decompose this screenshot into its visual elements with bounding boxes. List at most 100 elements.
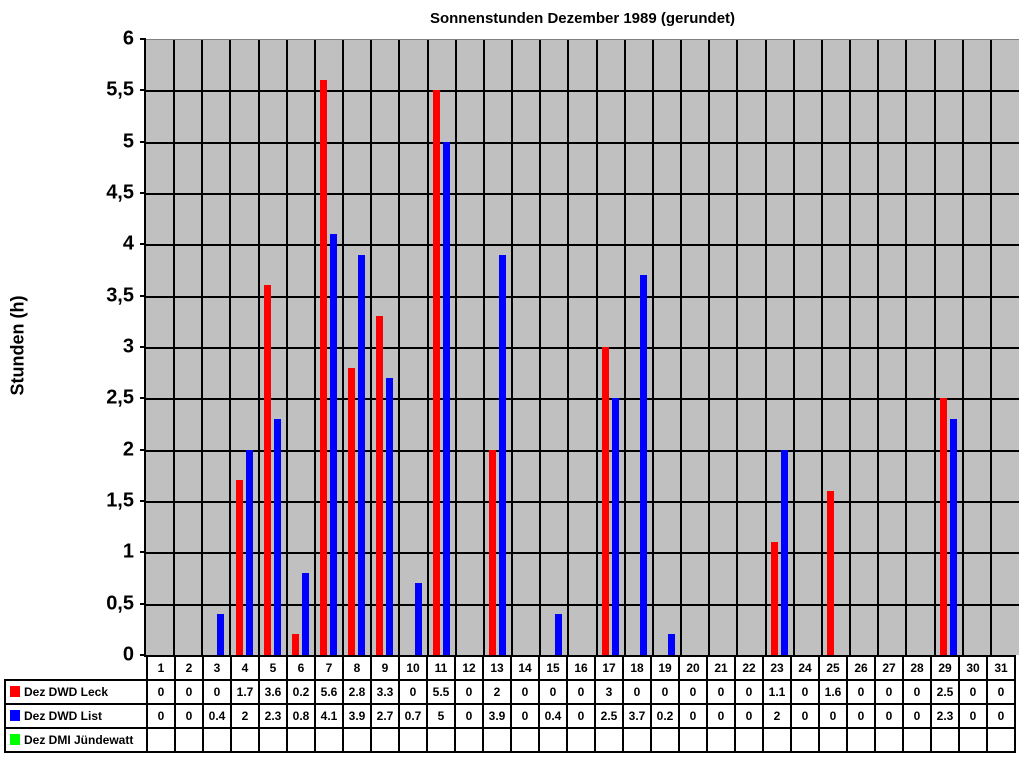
bar-list xyxy=(667,634,675,655)
bar-list xyxy=(358,254,366,655)
table-cell-leck: 5.6 xyxy=(314,679,344,705)
table-cell-leck: 1.6 xyxy=(818,679,848,705)
bar-leck xyxy=(432,90,440,655)
gridline-vertical xyxy=(736,40,739,655)
bar-leck xyxy=(348,367,356,655)
table-day-header: 2 xyxy=(174,655,204,681)
gridline-vertical xyxy=(933,40,936,655)
table-cell-list: 0 xyxy=(706,703,736,729)
table-cell-list: 3.9 xyxy=(342,703,372,729)
table-cell-list: 0 xyxy=(790,703,820,729)
table-cell-list: 0 xyxy=(510,703,540,729)
table-cell-leck: 0 xyxy=(566,679,596,705)
y-tick-mark xyxy=(140,500,146,502)
table-cell-list: 4.1 xyxy=(314,703,344,729)
legend-list: Dez DWD List xyxy=(4,703,148,729)
legend-leck: Dez DWD Leck xyxy=(4,679,148,705)
legend-juendewatt: Dez DMI Jündewatt xyxy=(4,727,148,753)
bar-list xyxy=(245,449,253,655)
bar-leck xyxy=(263,285,271,655)
table-cell-juendewatt xyxy=(706,727,736,753)
table-cell-list: 2 xyxy=(762,703,792,729)
legend-label-juendewatt: Dez DMI Jündewatt xyxy=(24,733,134,747)
y-tick-label: 2 xyxy=(122,438,134,461)
table-cell-leck: 0 xyxy=(398,679,428,705)
gridline-vertical xyxy=(454,40,457,655)
gridline-vertical xyxy=(877,40,880,655)
y-tick-label: 1,5 xyxy=(106,489,134,512)
bar-leck xyxy=(320,80,328,655)
table-day-header: 4 xyxy=(230,655,260,681)
table-cell-juendewatt xyxy=(342,727,372,753)
table-day-header: 11 xyxy=(426,655,456,681)
table-day-header: 26 xyxy=(846,655,876,681)
table-cell-leck: 0 xyxy=(846,679,876,705)
chart-title: Sonnenstunden Dezember 1989 (gerundet) xyxy=(429,10,736,27)
bar-leck xyxy=(489,449,497,655)
table-cell-leck: 0 xyxy=(650,679,680,705)
table-cell-juendewatt xyxy=(874,727,904,753)
bar-leck xyxy=(291,634,299,655)
bar-list xyxy=(555,613,563,655)
gridline-vertical xyxy=(820,40,823,655)
table-cell-juendewatt xyxy=(510,727,540,753)
legend-swatch-green-icon xyxy=(10,734,20,745)
y-tick-mark xyxy=(140,602,146,605)
table-row-juendewatt: Dez DMI Jündewatt xyxy=(4,727,1016,753)
gridline-horizontal xyxy=(146,398,1019,401)
table-cell-juendewatt xyxy=(566,727,596,753)
table-cell-juendewatt xyxy=(678,727,708,753)
table-cell-list: 0 xyxy=(566,703,596,729)
table-day-header: 17 xyxy=(594,655,624,681)
table-cell-juendewatt xyxy=(650,727,680,753)
gridline-horizontal xyxy=(146,295,1019,298)
bar-leck xyxy=(235,480,243,655)
legend-label-list: Dez DWD List xyxy=(24,709,102,723)
y-tick-mark xyxy=(140,243,146,246)
gridline-vertical xyxy=(905,40,908,655)
table-cell-list: 2.5 xyxy=(594,703,624,729)
bar-list xyxy=(386,377,394,655)
gridline-vertical xyxy=(595,40,598,655)
table-day-header: 22 xyxy=(734,655,764,681)
gridline-vertical xyxy=(989,40,992,655)
gridline-vertical xyxy=(229,40,232,655)
gridline-vertical xyxy=(708,40,711,655)
table-cell-list: 2.3 xyxy=(930,703,960,729)
gridline-vertical xyxy=(342,40,345,655)
bar-list xyxy=(611,398,619,655)
table-cell-list: 3.7 xyxy=(622,703,652,729)
table-day-header: 8 xyxy=(342,655,372,681)
table-cell-juendewatt xyxy=(370,727,400,753)
bar-list xyxy=(949,418,957,655)
gridline-horizontal xyxy=(146,449,1019,452)
table-cell-leck: 0 xyxy=(538,679,568,705)
y-tick-mark xyxy=(140,654,146,656)
table-day-header: 27 xyxy=(874,655,904,681)
table-day-header: 13 xyxy=(482,655,512,681)
legend-label-leck: Dez DWD Leck xyxy=(24,685,109,699)
table-cell-juendewatt xyxy=(230,727,260,753)
table-cell-list: 0 xyxy=(146,703,176,729)
y-tick-mark xyxy=(140,551,146,554)
table-cell-juendewatt xyxy=(202,727,232,753)
gridline-horizontal xyxy=(146,244,1019,247)
gridline-horizontal xyxy=(146,193,1019,195)
table-cell-leck: 0 xyxy=(454,679,484,705)
y-tick-label: 1 xyxy=(122,540,134,563)
table-cell-list: 0 xyxy=(174,703,204,729)
table-day-header: 15 xyxy=(538,655,568,681)
y-tick-mark xyxy=(140,397,146,400)
table-cell-leck: 0.2 xyxy=(286,679,316,705)
gridline-vertical xyxy=(539,40,542,655)
table-cell-juendewatt xyxy=(930,727,960,753)
table-day-header: 30 xyxy=(958,655,988,681)
gridline-vertical xyxy=(567,40,570,655)
y-axis-line xyxy=(144,39,146,657)
table-day-header: 19 xyxy=(650,655,680,681)
y-tick-mark xyxy=(140,294,146,297)
table-cell-juendewatt xyxy=(398,727,428,753)
table-cell-juendewatt xyxy=(314,727,344,753)
table-cell-leck: 0 xyxy=(678,679,708,705)
y-tick-label: 5 xyxy=(122,130,134,153)
